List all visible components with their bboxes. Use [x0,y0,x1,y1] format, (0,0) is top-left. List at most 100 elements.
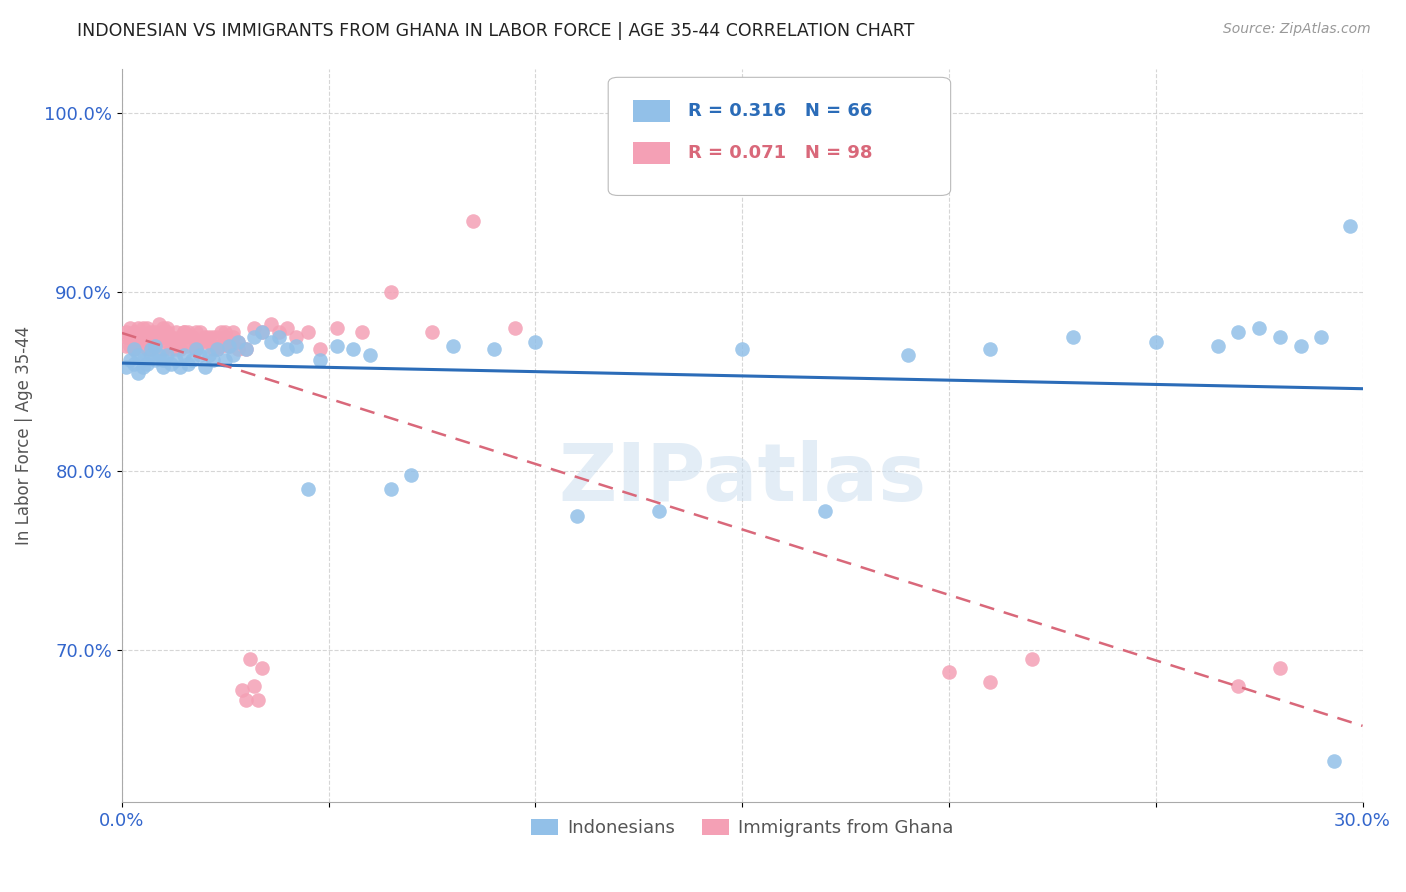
Point [235,343,257,357]
Point [231,682,253,697]
Point [160,330,183,344]
Point [173,348,195,362]
Point [139,335,162,350]
Point [148,318,170,332]
Point [214,353,236,368]
Point [177,325,200,339]
Point [156,335,179,350]
Point [120,321,142,335]
Point [148,348,170,362]
Point [342,343,364,357]
Text: R = 0.071   N = 98: R = 0.071 N = 98 [688,144,872,162]
Point [243,321,266,335]
Point [152,353,174,368]
Point [152,343,174,357]
Point [160,330,183,344]
Point [359,348,381,362]
Point [441,339,464,353]
Point [131,339,153,353]
Point [190,325,212,339]
Point [309,353,332,368]
Point [127,348,149,362]
Point [193,360,215,375]
Point [169,360,191,375]
Point [186,339,208,353]
Point [120,330,142,344]
Point [524,335,547,350]
Point [326,321,349,335]
Point [1268,661,1291,675]
Point [1227,679,1250,693]
Point [186,343,208,357]
Point [380,482,402,496]
Point [177,339,200,353]
Point [135,321,157,335]
Point [226,335,249,350]
Point [127,335,149,350]
Point [326,339,349,353]
Point [218,335,240,350]
Point [173,325,195,339]
Point [152,330,174,344]
Point [222,348,245,362]
Point [177,335,200,350]
Point [152,360,174,375]
Point [226,343,249,357]
Point [1249,321,1271,335]
Point [139,343,162,357]
Point [226,335,249,350]
FancyBboxPatch shape [609,78,950,195]
Text: Source: ZipAtlas.com: Source: ZipAtlas.com [1223,22,1371,37]
Point [177,357,200,371]
Point [1289,339,1312,353]
Point [115,360,138,375]
Point [222,325,245,339]
Point [260,335,283,350]
Point [1021,652,1043,666]
Point [190,335,212,350]
Point [152,325,174,339]
Point [201,343,224,357]
Point [1144,335,1167,350]
Point [135,357,157,371]
Point [165,343,187,357]
Point [122,343,145,357]
Point [122,330,145,344]
Point [143,330,166,344]
Point [1310,330,1333,344]
Point [1062,330,1084,344]
Point [267,330,290,344]
Point [1227,325,1250,339]
Point [197,348,219,362]
Point [648,503,671,517]
Point [139,348,162,362]
Point [503,321,526,335]
Point [143,325,166,339]
Point [131,353,153,368]
Point [420,325,443,339]
Point [127,330,149,344]
Point [209,325,232,339]
Point [160,343,183,357]
Point [731,343,754,357]
Point [205,343,228,357]
Point [243,679,266,693]
Point [152,321,174,335]
Point [252,661,274,675]
Point [143,353,166,368]
Point [131,330,153,344]
Point [190,348,212,362]
Point [122,343,145,357]
Point [276,321,298,335]
Point [401,467,423,482]
Point [156,348,179,362]
Point [122,357,145,371]
Point [209,339,232,353]
Point [276,343,298,357]
Point [222,330,245,344]
Point [267,325,290,339]
FancyBboxPatch shape [633,142,671,164]
Point [115,325,138,339]
Point [205,343,228,357]
Point [148,330,170,344]
